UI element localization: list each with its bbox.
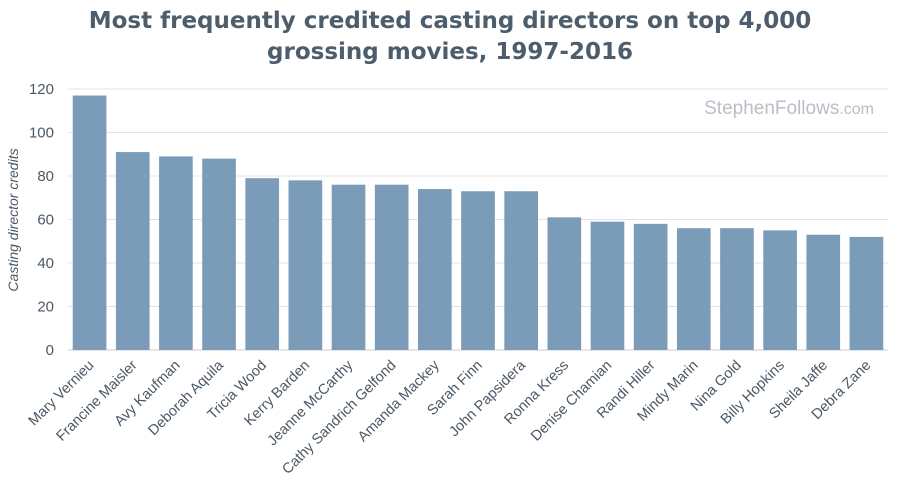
bar [547,217,582,350]
y-axis-label: Casting director credits [5,148,21,291]
y-tick-label: 0 [46,342,54,359]
bar [72,95,107,351]
watermark-suffix: .com [839,101,874,118]
bar [590,221,625,350]
x-tick-label: John Papsidera [446,357,529,440]
bar [202,158,236,350]
y-tick-label: 20 [37,299,54,316]
bar [418,189,452,350]
y-tick-label: 120 [29,81,54,98]
bar [461,191,495,350]
bar [115,152,150,350]
bar [676,228,711,350]
bar [504,191,538,350]
bar [633,223,668,350]
bar [720,228,754,350]
bar [331,184,366,350]
bar [159,156,193,350]
y-tick-label: 80 [37,168,54,185]
bar [245,178,280,350]
bar [849,236,884,350]
y-tick-label: 40 [37,255,54,272]
y-axis-ticks: 0 20 40 60 80 100 120 [29,81,54,359]
bar [374,184,409,350]
chart-title: Most frequently credited casting directo… [88,8,812,65]
bar [763,230,797,350]
bars [72,95,884,351]
bar [288,180,323,350]
watermark: StephenFollows.com [704,98,874,119]
x-tick-label: Deborah Aquila [145,357,227,439]
watermark-main: StephenFollows [704,98,839,119]
y-tick-label: 60 [37,212,54,229]
bar [806,234,841,350]
y-tick-label: 100 [29,125,54,142]
